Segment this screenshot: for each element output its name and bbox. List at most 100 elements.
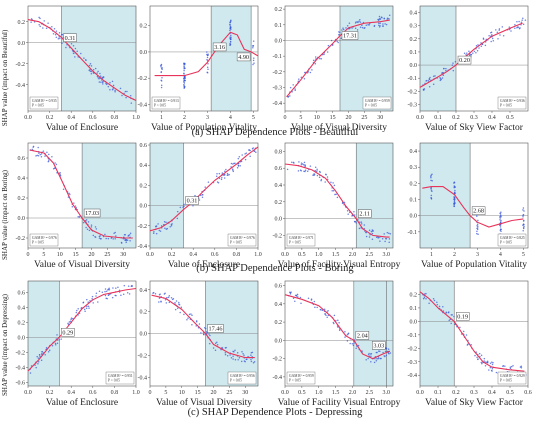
y-tick-label: -0.3 [408,102,418,108]
data-point [220,178,223,181]
data-point [510,30,512,32]
data-point [365,235,368,238]
y-tick-label: -0.6 [16,380,26,386]
data-point [160,63,163,66]
data-point [473,50,476,53]
data-point [111,80,114,83]
data-point [54,343,57,346]
data-point [484,44,487,47]
data-point [452,69,455,72]
threshold-label-box [207,324,224,333]
data-point [500,219,502,222]
data-point [320,179,322,182]
gam-p: P < 0.05 [32,241,44,245]
x-tick-label: 1.5 [332,390,340,396]
data-point [232,170,235,173]
data-point [360,223,363,225]
x-tick-label: 0.1 [434,390,442,396]
x-tick-label: 0.6 [89,115,97,121]
data-point [105,297,107,300]
x-tick-label: 0.5 [506,390,514,396]
data-point [229,21,231,24]
x-tick-label: 2 [183,115,186,121]
x-tick-label: 0.8 [233,252,241,258]
data-point [468,50,470,52]
data-point [114,91,116,93]
data-point [152,232,155,234]
data-point [74,47,77,50]
data-point [164,227,166,229]
data-point [361,26,364,29]
data-point [483,360,485,362]
y-tick-label: 0.6 [18,156,26,162]
data-point [424,293,426,295]
data-point [183,76,186,79]
data-point [314,166,317,169]
data-point [430,187,432,190]
data-point [112,84,115,87]
data-point [499,217,501,219]
data-point [467,343,469,346]
data-point [497,38,499,40]
data-point [56,334,58,336]
data-point [512,365,514,367]
data-point [327,44,330,47]
data-point [201,196,204,198]
data-point [38,16,40,19]
data-point [232,358,234,360]
data-point [42,150,45,152]
data-point [54,162,56,164]
data-point [224,347,227,349]
data-point [223,177,226,179]
data-point [85,59,87,61]
y-tick-label: -0.4 [138,102,148,108]
shade-region [420,6,456,111]
data-point [160,225,163,227]
data-point [453,199,456,202]
gam-fit-line [149,146,259,232]
data-point [97,70,99,73]
data-point [229,44,231,46]
data-point [520,21,523,23]
gam-r2: GAM R² = 0.971 [289,236,314,240]
data-point [68,192,70,195]
data-point [200,332,202,334]
x-axis-label: Value of Population Vitality [421,259,527,270]
gam-stats-box [497,371,527,385]
x-tick-label: 20 [211,390,217,396]
data-point [226,355,229,357]
data-point [62,188,65,191]
data-point [100,237,102,240]
data-point [206,71,209,74]
gam-p: P < 0.05 [365,104,377,108]
data-point [65,46,67,49]
data-point [376,357,379,360]
data-point [183,83,185,86]
data-point [124,234,127,236]
data-point [286,168,289,171]
x-tick-label: 0.0 [146,252,154,258]
data-point [175,300,178,302]
data-point [294,294,297,297]
data-point [61,33,63,36]
data-point [521,19,523,21]
data-point [208,342,211,345]
data-point [241,154,243,156]
data-point [129,232,132,235]
data-point [316,306,318,309]
data-point [252,362,255,364]
data-point [233,351,235,353]
x-axis-label: Value of Facility Visual Entropy [278,397,401,408]
data-point [105,237,107,240]
x-tick-label: 0.4 [67,390,75,396]
data-point [190,313,192,315]
data-point [453,204,455,206]
data-point [298,78,300,80]
data-point [462,330,465,333]
data-point [99,235,101,237]
data-point [160,300,162,302]
data-point [346,209,349,212]
x-tick-label: 0.6 [211,252,219,258]
x-tick-label: 0.5 [298,390,306,396]
